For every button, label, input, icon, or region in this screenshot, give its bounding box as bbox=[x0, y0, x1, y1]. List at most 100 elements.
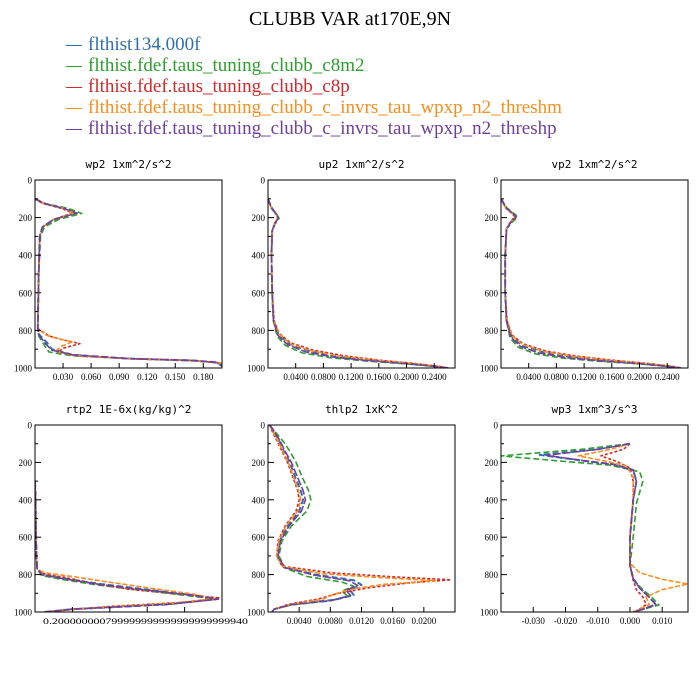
series-line bbox=[268, 425, 437, 612]
plot-frame bbox=[500, 179, 689, 369]
legend-item: flthist.fdef.taus_tuning_clubb_c_invrs_t… bbox=[66, 97, 562, 118]
series-line bbox=[501, 198, 682, 368]
plot-frame bbox=[267, 179, 456, 369]
page-title: CLUBB VAR at170E,9N bbox=[248, 8, 452, 30]
panel-title: thlp2 1xK^2 bbox=[325, 403, 398, 416]
y-tick-label: 200 bbox=[485, 458, 499, 468]
y-tick-label: 800 bbox=[19, 326, 33, 336]
y-tick-label: 800 bbox=[485, 326, 499, 336]
legend-item: flthist.fdef.taus_tuning_clubb_c8p bbox=[66, 76, 562, 97]
panel-title: wp2 1xm^2/s^2 bbox=[85, 158, 171, 171]
x-tick-label: 0.1600 bbox=[599, 372, 624, 382]
x-tick-label: 0.2400 bbox=[422, 372, 447, 382]
y-tick-label: 600 bbox=[19, 533, 33, 543]
legend-label: flthist.fdef.taus_tuning_clubb_c_invrs_t… bbox=[88, 97, 562, 118]
x-tick-label: 0.200000000799999999999999999999940 bbox=[43, 616, 248, 626]
legend-item: flthist.fdef.taus_tuning_clubb_c_invrs_t… bbox=[66, 118, 562, 139]
y-tick-label: 200 bbox=[252, 458, 266, 468]
legend-label: flthist.fdef.taus_tuning_clubb_c8p bbox=[88, 76, 350, 97]
legend-swatch bbox=[66, 128, 82, 131]
legend-item: flthist134.000f bbox=[66, 34, 562, 55]
y-tick-label: 400 bbox=[485, 251, 499, 261]
y-tick-label: 800 bbox=[485, 570, 499, 580]
series-line bbox=[268, 425, 359, 612]
legend-label: flthist134.000f bbox=[88, 34, 201, 55]
x-tick-label: 0.0160 bbox=[380, 616, 405, 626]
series-line bbox=[268, 198, 449, 368]
series-line bbox=[35, 198, 222, 367]
chart-panel: up2 1xm^2/s^2 0 200 400 600 800 1000 0.0400 0.08… bbox=[247, 158, 456, 382]
panel-title: up2 1xm^2/s^2 bbox=[318, 158, 404, 171]
y-tick-label: 800 bbox=[252, 570, 266, 580]
y-tick-label: 200 bbox=[485, 213, 499, 223]
y-tick-label: 1000 bbox=[480, 608, 499, 618]
panel-title: vp2 1xm^2/s^2 bbox=[551, 158, 637, 171]
legend-label: flthist.fdef.taus_tuning_clubb_c8m2 bbox=[88, 55, 365, 76]
legend-item: flthist.fdef.taus_tuning_clubb_c8m2 bbox=[66, 55, 562, 76]
x-tick-label: 0.1200 bbox=[339, 372, 364, 382]
y-tick-label: 400 bbox=[252, 495, 266, 505]
legend: flthist134.000f flthist.fdef.taus_tuning… bbox=[66, 34, 562, 139]
x-tick-label: 0.030 bbox=[53, 372, 74, 382]
chart-panel: thlp2 1xK^2 0 200 400 600 800 1000 0.0040 0.0080… bbox=[247, 403, 456, 626]
x-tick-label: 0.2400 bbox=[655, 372, 680, 382]
series-line bbox=[35, 481, 218, 612]
series-line bbox=[268, 198, 449, 368]
y-tick-label: 600 bbox=[485, 533, 499, 543]
y-tick-label: 600 bbox=[485, 288, 499, 298]
series-line bbox=[35, 481, 221, 612]
x-tick-label: 0.180 bbox=[193, 372, 214, 382]
legend-label: flthist.fdef.taus_tuning_clubb_c_invrs_t… bbox=[88, 118, 557, 139]
y-tick-label: 400 bbox=[19, 495, 33, 505]
x-tick-label: 0.0080 bbox=[318, 616, 343, 626]
x-tick-label: -0.020 bbox=[554, 616, 578, 626]
x-tick-label: 0.2000 bbox=[394, 372, 419, 382]
y-tick-label: 1000 bbox=[247, 364, 266, 374]
series-line bbox=[577, 442, 688, 612]
y-tick-label: 600 bbox=[252, 288, 266, 298]
y-tick-label: 0 bbox=[28, 176, 33, 186]
y-tick-label: 0 bbox=[494, 176, 499, 186]
plot-frame bbox=[34, 424, 223, 613]
y-tick-label: 600 bbox=[252, 533, 266, 543]
x-tick-label: 0.060 bbox=[81, 372, 102, 382]
panel-title: wp3 1xm^3/s^3 bbox=[551, 403, 637, 416]
x-tick-label: 0.1200 bbox=[572, 372, 597, 382]
y-tick-label: 800 bbox=[252, 326, 266, 336]
series-line bbox=[501, 198, 682, 368]
series-line bbox=[501, 442, 660, 612]
chart-panel: rtp2 1E-6x(kg/kg)^2 0 200 400 600 800 1000 0.20… bbox=[14, 403, 248, 626]
chart-panel: wp3 1xm^3/s^3 0 200 400 600 800 1000 -0.030 -0.0… bbox=[480, 403, 689, 626]
x-tick-label: 0.120 bbox=[137, 372, 158, 382]
y-tick-label: 800 bbox=[19, 570, 33, 580]
series-line bbox=[501, 198, 682, 368]
series-line bbox=[268, 198, 449, 368]
x-tick-label: 0.0800 bbox=[311, 372, 336, 382]
y-tick-label: 0 bbox=[261, 176, 266, 186]
x-tick-label: 0.0400 bbox=[283, 372, 308, 382]
y-tick-label: 400 bbox=[19, 251, 33, 261]
x-tick-label: 0.2000 bbox=[627, 372, 652, 382]
series-line bbox=[600, 443, 647, 612]
y-tick-label: 1000 bbox=[480, 364, 499, 374]
y-tick-label: 200 bbox=[252, 213, 266, 223]
x-tick-label: 0.0400 bbox=[516, 372, 541, 382]
y-tick-label: 0 bbox=[494, 421, 499, 431]
y-tick-label: 200 bbox=[19, 458, 33, 468]
series-line bbox=[268, 198, 449, 368]
y-tick-label: 1000 bbox=[14, 608, 33, 618]
x-tick-label: 0.0120 bbox=[349, 616, 374, 626]
x-tick-label: 0.090 bbox=[109, 372, 130, 382]
y-tick-label: 1000 bbox=[247, 608, 266, 618]
x-tick-label: 0.010 bbox=[652, 616, 673, 626]
y-tick-label: 400 bbox=[252, 251, 266, 261]
series-line bbox=[35, 198, 222, 367]
series-line bbox=[268, 198, 449, 368]
series-line bbox=[501, 198, 682, 368]
series-line bbox=[35, 481, 216, 612]
series-line bbox=[35, 481, 220, 612]
x-tick-label: 0.0800 bbox=[544, 372, 569, 382]
x-tick-label: -0.010 bbox=[586, 616, 610, 626]
series-line bbox=[35, 198, 222, 367]
